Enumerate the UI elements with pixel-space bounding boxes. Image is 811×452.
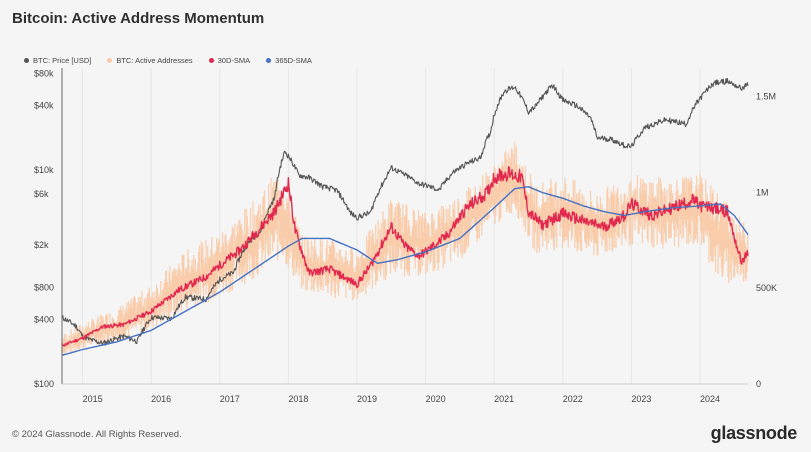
y-left-tick-label: $40k bbox=[34, 101, 54, 111]
y-left-tick-label: $400 bbox=[34, 315, 54, 325]
x-tick-label: 2022 bbox=[563, 394, 583, 404]
legend-label-365d-sma: 365D-SMA bbox=[275, 56, 312, 65]
btc-price-line bbox=[61, 77, 749, 346]
glassnode-logo: glassnode bbox=[710, 423, 798, 443]
legend-label-30d-sma: 30D-SMA bbox=[217, 56, 251, 65]
x-tick-label: 2015 bbox=[83, 394, 103, 404]
legend-swatch-active-addresses bbox=[107, 58, 113, 63]
y-left-tick-label: $80k bbox=[34, 68, 54, 78]
legend-item-365d-sma[interactable]: 365D-SMA bbox=[266, 56, 312, 65]
legend-swatch-365d-sma bbox=[266, 58, 272, 63]
legend-label-price: BTC: Price [USD] bbox=[33, 56, 92, 65]
x-tick-label: 2017 bbox=[220, 394, 240, 404]
x-tick-label: 2019 bbox=[357, 394, 377, 404]
chart-legend: BTC: Price [USD] BTC: Active Addresses 3… bbox=[24, 56, 312, 65]
y-right-tick-label: 0 bbox=[756, 379, 761, 389]
y-left-tick-label: $6k bbox=[34, 189, 49, 199]
legend-item-price[interactable]: BTC: Price [USD] bbox=[24, 56, 91, 65]
legend-swatch-30d-sma bbox=[208, 58, 214, 63]
legend-item-30d-sma[interactable]: 30D-SMA bbox=[208, 56, 251, 65]
axes: 2015 2016 2017 2018 2019 2020 2021 2022 2023 2024… bbox=[34, 68, 777, 404]
legend-item-active-addresses[interactable]: BTC: Active Addresses bbox=[107, 56, 193, 65]
sma-30d-line bbox=[61, 166, 749, 347]
plot-area bbox=[62, 68, 748, 384]
y-right-tick-label: 500K bbox=[756, 283, 777, 293]
x-tick-label: 2018 bbox=[288, 394, 308, 404]
x-tick-label: 2023 bbox=[631, 394, 651, 404]
x-tick-label: 2016 bbox=[151, 394, 171, 404]
legend-label-active-addresses: BTC: Active Addresses bbox=[116, 56, 193, 65]
y-left-tick-label: $100 bbox=[34, 379, 54, 389]
grid-lines bbox=[82, 68, 701, 384]
y-right-tick-label: 1M bbox=[756, 187, 769, 197]
legend-swatch-price bbox=[24, 58, 29, 63]
x-tick-label: 2021 bbox=[494, 394, 514, 404]
y-left-tick-label: $2k bbox=[34, 240, 49, 250]
sma-365d-line bbox=[61, 186, 749, 356]
copyright-footer: © 2024 Glassnode. All Rights Reserved. bbox=[12, 429, 182, 440]
x-tick-label: 2024 bbox=[700, 394, 720, 404]
y-left-tick-label: $800 bbox=[34, 282, 54, 292]
active-addresses-band bbox=[61, 141, 749, 356]
y-left-tick-label: $10k bbox=[34, 165, 54, 175]
x-tick-label: 2020 bbox=[426, 394, 446, 404]
chart-title: Bitcoin: Active Address Momentum bbox=[12, 10, 265, 27]
series-lines bbox=[61, 77, 749, 356]
y-right-tick-label: 1.5M bbox=[756, 92, 776, 102]
